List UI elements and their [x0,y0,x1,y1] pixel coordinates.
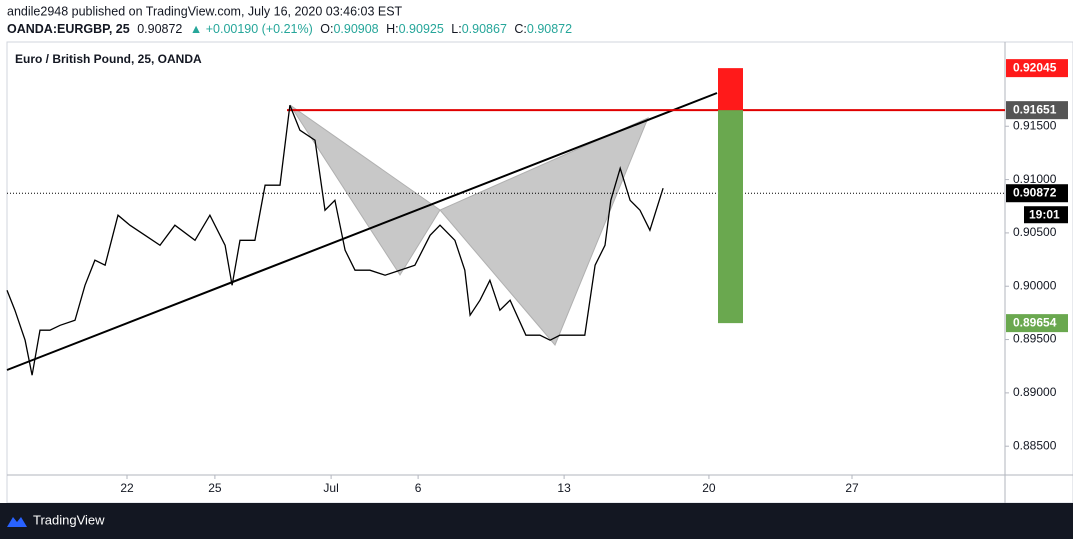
pattern-leg [439,117,649,346]
x-tick-label: 27 [845,481,859,495]
price-tag-bg [1006,59,1068,78]
price-tag-bg [1006,184,1068,203]
countdown: 19:01 [1029,207,1060,221]
reward-zone [718,110,743,324]
change: ▲ +0.00190 (+0.21%) [190,22,313,36]
x-tick-label: 25 [208,481,222,495]
brand: TradingView [33,512,105,527]
pattern-leg [289,104,441,276]
x-tick-label: 13 [557,481,571,495]
price-tag: 0.91651 [1013,102,1057,116]
price-tag-bg [1006,101,1068,120]
h-label: H: [386,22,399,36]
x-tick-label: Jul [323,481,338,495]
price-line [6,104,664,376]
y-tick-label: 0.90000 [1013,278,1057,292]
y-tick-label: 0.91500 [1013,118,1057,132]
publisher: andile2948 published on TradingView.com,… [7,4,403,18]
trend-line [6,92,718,371]
chart-title: Euro / British Pound, 25, OANDA [15,52,202,66]
l: 0.90867 [462,22,507,36]
risk-zone [718,68,743,111]
countdown-bg [1024,206,1068,224]
price-tag-bg [1006,314,1068,333]
c: 0.90872 [527,22,572,36]
y-tick-label: 0.91000 [1013,172,1057,186]
o: 0.90908 [333,22,378,36]
o-label: O: [320,22,333,36]
c-label: C: [514,22,527,36]
l-label: L: [451,22,461,36]
x-tick-label: 6 [415,481,422,495]
h: 0.90925 [399,22,444,36]
ohlc-line: OANDA:EURGBP, 25 0.90872 ▲ +0.00190 (+0.… [7,22,572,36]
symbol: OANDA:EURGBP, 25 [7,22,130,36]
y-tick-label: 0.89000 [1013,385,1057,399]
last: 0.90872 [137,22,182,36]
x-tick-label: 22 [120,481,134,495]
footer-bar [0,503,1073,539]
y-tick-label: 0.90500 [1013,225,1057,239]
price-tag: 0.92045 [1013,60,1057,74]
y-tick-label: 0.88500 [1013,438,1057,452]
y-tick-label: 0.89500 [1013,332,1057,346]
x-tick-label: 20 [702,481,716,495]
logo [7,517,27,527]
price-tag: 0.90872 [1013,185,1057,199]
price-tag: 0.89654 [1013,315,1057,329]
